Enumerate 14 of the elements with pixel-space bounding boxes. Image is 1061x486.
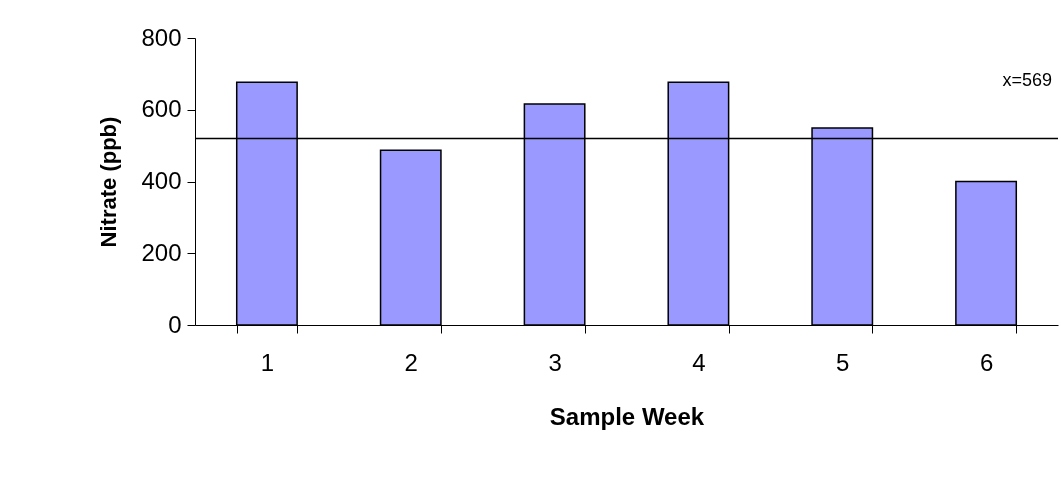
x-tick-label: 4 [692,348,706,376]
y-tick-label: 800 [141,23,182,51]
y-axis-title: Nitrate (ppb) [96,116,122,248]
x-tick-label: 1 [260,348,275,376]
x-tick-label: 5 [836,348,850,376]
x-tick-label: 3 [548,348,562,376]
y-tick-label: 600 [141,95,182,123]
x-tick-label: 2 [404,348,418,376]
y-tick-label: 200 [141,238,182,266]
y-tick-label: 400 [141,167,182,194]
x-tick-label: 6 [979,348,994,376]
x-axis-title: Sample Week [549,402,705,430]
y-tick-label: 0 [168,310,182,338]
annotation: x=569 [1002,70,1052,90]
